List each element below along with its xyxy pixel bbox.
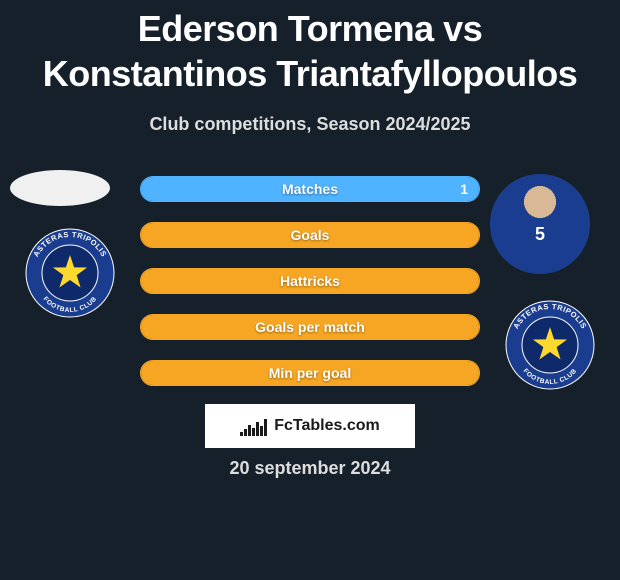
stat-bar-row: Goals per match (140, 314, 480, 340)
stat-bar (140, 222, 480, 248)
club-badge-right: ASTERAS TRIPOLISFOOTBALL CLUB (500, 300, 600, 390)
fctables-watermark: FcTables.com (205, 404, 415, 448)
stat-bar-row: Goals (140, 222, 480, 248)
stat-bar (140, 176, 480, 202)
subtitle: Club competitions, Season 2024/2025 (0, 114, 620, 135)
fctables-icon (240, 416, 268, 436)
player-photo-left (10, 170, 110, 206)
stat-bar (140, 314, 480, 340)
stat-bars: Matches1 Goals Hattricks Goals per match Min… (140, 176, 480, 406)
stat-bar-row: Min per goal (140, 360, 480, 386)
stat-bar-value-right: 1 (448, 176, 480, 202)
fctables-text: FcTables.com (274, 417, 380, 435)
club-badge-left: ASTERAS TRIPOLISFOOTBALL CLUB (20, 228, 120, 318)
stat-bar (140, 360, 480, 386)
stat-bar-row: Matches1 (140, 176, 480, 202)
stat-bar-row: Hattricks (140, 268, 480, 294)
stat-bar (140, 268, 480, 294)
page-title: Ederson Tormena vs Konstantinos Triantaf… (0, 0, 620, 96)
date-label: 20 september 2024 (0, 458, 620, 479)
player-photo-right (490, 174, 590, 274)
